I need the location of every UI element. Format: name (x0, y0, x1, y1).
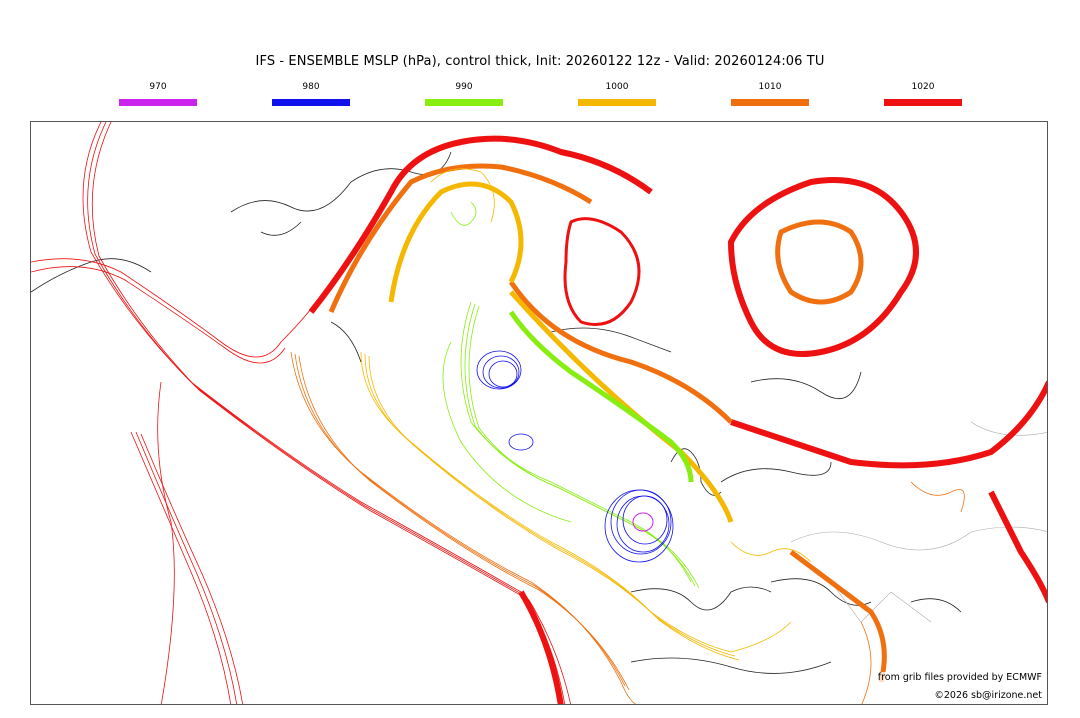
map-title: IFS - ENSEMBLE MSLP (hPa), control thick… (255, 54, 825, 69)
coastlines (31, 151, 962, 674)
isobar-990-control (508, 310, 694, 483)
isobar-1020-greenland-high (563, 217, 641, 326)
legend-label: 1010 (758, 82, 782, 92)
legend-item-1010: 1010 (731, 80, 809, 106)
legend-label: 1020 (911, 82, 935, 92)
isobars-990 (442, 201, 700, 589)
legend-label: 970 (149, 82, 167, 92)
legend-label: 1000 (605, 82, 629, 92)
isobar-1010-control (328, 163, 887, 683)
legend-item-970: 970 (119, 80, 197, 106)
pressure-map[interactable] (30, 121, 1048, 705)
source-credit: from grib files provided by ECMWF (875, 672, 1044, 683)
legend-item-990: 990 (425, 80, 503, 106)
legend-label: 990 (455, 82, 473, 92)
legend-swatch-1010 (731, 99, 809, 106)
legend-swatch-1000 (578, 99, 656, 106)
isobar-970 (632, 512, 654, 532)
isobars-1000 (360, 168, 812, 661)
isobar-1020-control (308, 135, 1047, 704)
isobar-1000-control (388, 181, 734, 523)
legend-item-1020: 1020 (884, 80, 962, 106)
legend-item-980: 980 (272, 80, 350, 106)
legend-swatch-1020 (884, 99, 962, 106)
legend-label: 980 (302, 82, 320, 92)
copyright-credit: ©2026 sb@irizone.net (932, 690, 1044, 701)
isobars-1020 (31, 122, 571, 704)
legend-item-1000: 1000 (578, 80, 656, 106)
legend-swatch-970 (119, 99, 197, 106)
isobars-980 (476, 350, 674, 563)
isobars-1010 (290, 351, 965, 704)
map-canvas (31, 122, 1047, 704)
isobar-legend: 970 980 990 1000 1010 1020 (0, 80, 1080, 112)
legend-swatch-990 (425, 99, 503, 106)
legend-swatch-980 (272, 99, 350, 106)
